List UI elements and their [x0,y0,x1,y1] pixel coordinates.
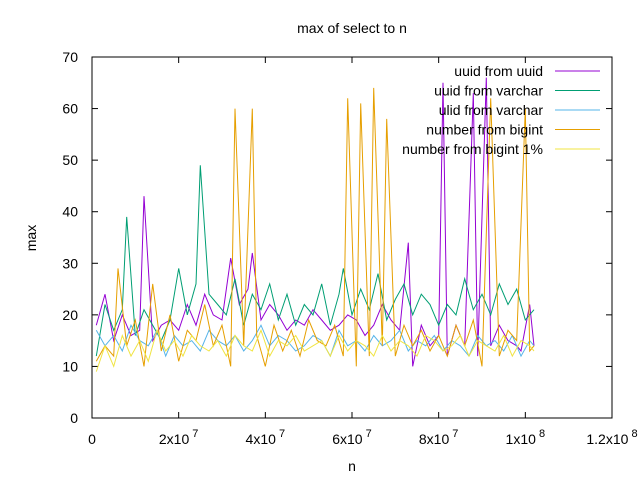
legend-label: ulid from varchar [439,102,544,118]
legend-label: number from bigint 1% [402,141,543,157]
x-tick-label: 0 [88,431,96,447]
y-axis-label: max [23,225,39,251]
x-tick-label: 1x10 8 [506,428,546,447]
series-line-5 [95,328,535,372]
y-tick-label: 40 [62,204,78,220]
y-tick-label: 0 [70,410,78,426]
legend: uuid from uuid uuid from varchar ulid from… [402,63,600,157]
x-tick-label: 8x10 7 [419,428,459,447]
x-axis-label: n [348,458,356,474]
legend-label: uuid from uuid [454,63,543,79]
series-line-2 [95,165,535,357]
y-tick-label: 30 [62,255,78,271]
x-tick-label: 2x10 7 [159,428,199,447]
y-tick-label: 50 [62,152,78,168]
axis-ticks: 0 10 20 30 40 50 60 70 0 2x10 7 4x10 7 6x10 7 8x10 7… [62,49,637,447]
plot-frame [91,56,613,419]
legend-label: number from bigint [426,122,543,138]
legend-label: uuid from varchar [434,83,543,99]
x-tick-label: 1.2x10 8 [586,428,637,447]
x-tick-label: 6x10 7 [332,428,372,447]
plot-lines [95,77,535,372]
y-tick-label: 70 [62,49,78,65]
y-tick-label: 60 [62,101,78,117]
chart-title: max of select to n [297,20,407,36]
series-line-3 [95,323,535,358]
x-tick-label: 4x10 7 [246,428,286,447]
y-tick-label: 10 [62,358,78,374]
y-tick-label: 20 [62,307,78,323]
